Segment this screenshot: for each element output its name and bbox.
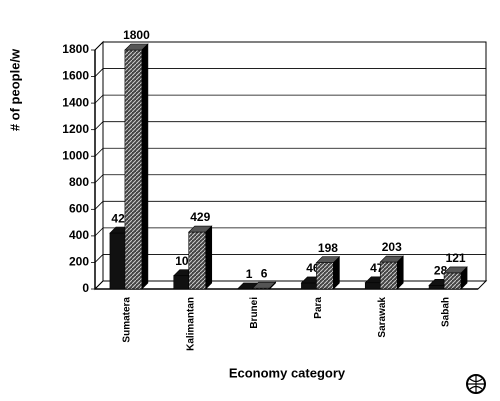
x-tick-label: Sarawak bbox=[377, 297, 388, 338]
logo-icon bbox=[466, 374, 486, 394]
value-label: 203 bbox=[382, 240, 402, 254]
y-tick-label: 0 bbox=[82, 281, 89, 295]
y-tick-label: 400 bbox=[69, 228, 89, 242]
bar bbox=[428, 284, 447, 290]
value-label: 121 bbox=[446, 251, 466, 265]
grid-line bbox=[94, 68, 486, 77]
bar-side bbox=[141, 43, 149, 290]
bar bbox=[109, 232, 128, 290]
grid-line bbox=[94, 280, 486, 290]
y-tick-label: 1400 bbox=[62, 95, 89, 109]
back-wall bbox=[102, 41, 487, 282]
bar-side bbox=[396, 255, 404, 290]
grid-line bbox=[94, 94, 486, 104]
bar bbox=[301, 282, 319, 290]
x-axis-label: Economy category bbox=[229, 365, 346, 380]
bar-side bbox=[460, 266, 468, 290]
grid-line bbox=[94, 147, 486, 157]
grid-line bbox=[94, 254, 486, 263]
bar bbox=[443, 272, 462, 290]
y-tick-label: 800 bbox=[69, 175, 89, 189]
x-tick-label: Brunei bbox=[249, 297, 260, 329]
bar-side bbox=[333, 255, 340, 290]
bar-side bbox=[269, 281, 276, 290]
grid-line bbox=[94, 41, 486, 51]
bar-side bbox=[205, 225, 213, 290]
bar bbox=[316, 262, 334, 290]
grid-line bbox=[94, 200, 486, 210]
bar bbox=[188, 231, 207, 290]
y-tick-label: 1200 bbox=[62, 122, 89, 136]
bar bbox=[173, 275, 192, 290]
y-tick-label: 1600 bbox=[62, 69, 89, 83]
bar bbox=[364, 282, 383, 290]
x-tick-label: Para bbox=[313, 297, 324, 319]
bar bbox=[379, 261, 398, 290]
x-tick-label: Sumatera bbox=[122, 297, 133, 343]
floor bbox=[93, 280, 488, 290]
y-tick-label: 1800 bbox=[62, 42, 89, 56]
y-tick-label: 200 bbox=[69, 255, 89, 269]
y-tick-label: 600 bbox=[69, 202, 89, 216]
x-tick-label: Sabah bbox=[441, 297, 452, 327]
y-tick-label: 1000 bbox=[62, 148, 89, 162]
value-label: 198 bbox=[318, 241, 338, 255]
value-label: 1800 bbox=[123, 28, 150, 42]
x-tick-label: Kalimantan bbox=[185, 297, 196, 351]
y-axis-label: # of people/w bbox=[7, 48, 22, 131]
value-label: 6 bbox=[261, 266, 268, 280]
value-label: 1 bbox=[246, 267, 253, 281]
grid-line bbox=[94, 227, 486, 237]
value-label: 429 bbox=[190, 210, 210, 224]
side-wall bbox=[94, 40, 104, 291]
bar bbox=[124, 49, 143, 290]
grid-line bbox=[94, 174, 486, 184]
grid-line bbox=[94, 121, 486, 130]
